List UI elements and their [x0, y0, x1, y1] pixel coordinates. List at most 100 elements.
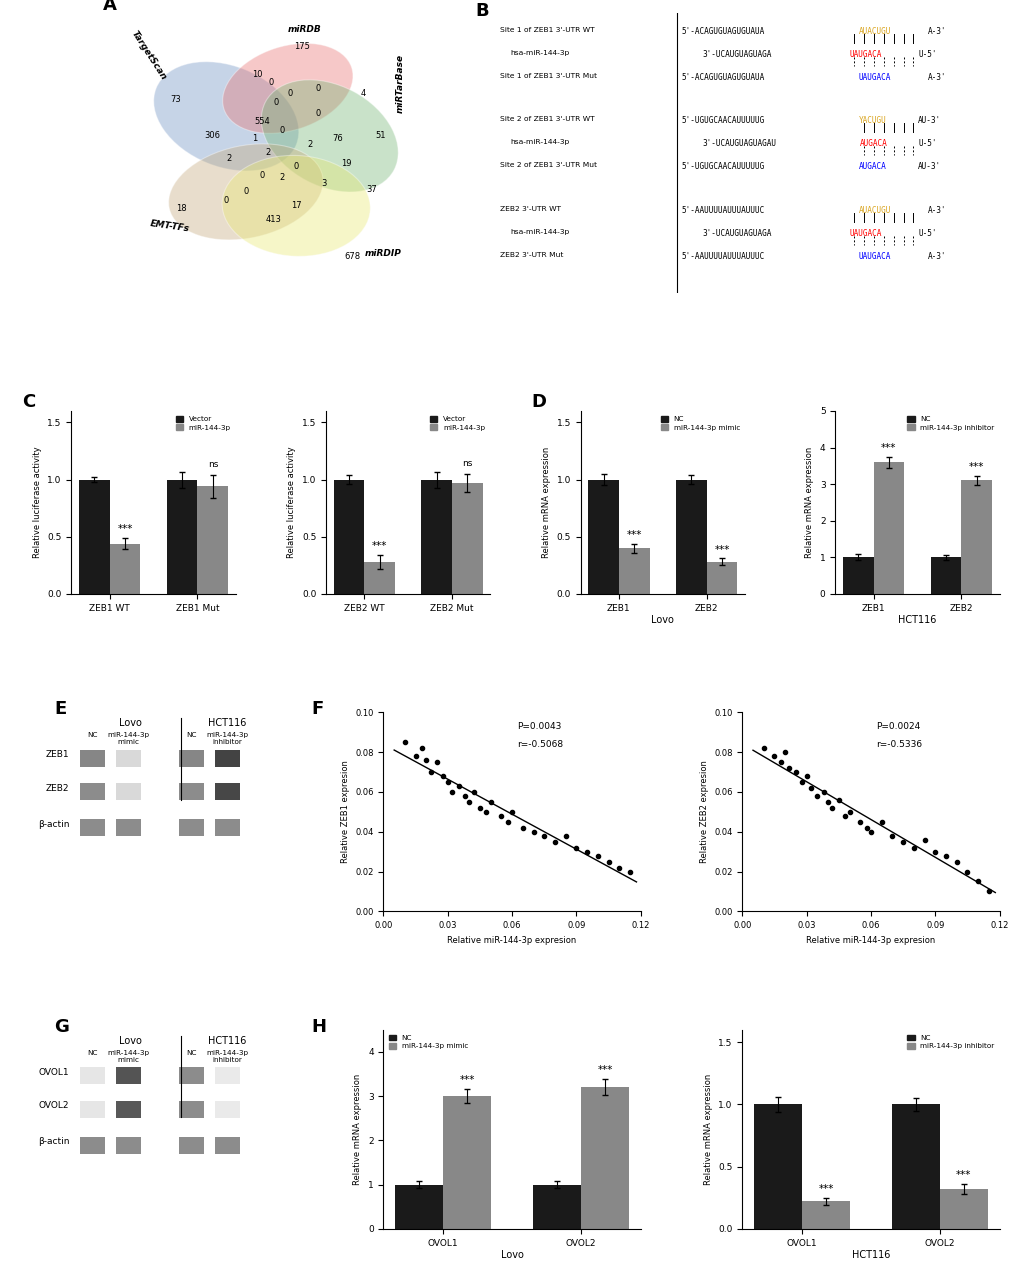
Bar	[214, 750, 239, 767]
Y-axis label: Relative mRNA expression: Relative mRNA expression	[541, 447, 550, 558]
Point	[515, 818, 531, 838]
Text: 306: 306	[204, 132, 220, 141]
Bar	[394, 1184, 443, 1229]
Point	[862, 822, 878, 842]
Y-axis label: Relative mRNA expression: Relative mRNA expression	[804, 447, 813, 558]
Text: hsa-miR-144-3p: hsa-miR-144-3p	[510, 229, 569, 234]
Point	[493, 805, 510, 826]
Point	[772, 751, 789, 772]
Bar	[79, 819, 105, 836]
Text: ns: ns	[462, 460, 472, 468]
Point	[450, 776, 467, 796]
Text: C: C	[22, 393, 36, 411]
Bar	[79, 1137, 105, 1153]
Bar	[938, 1189, 987, 1229]
Point	[936, 845, 953, 865]
Text: ZEB1: ZEB1	[46, 750, 69, 759]
Text: AUACUGU: AUACUGU	[858, 27, 891, 36]
Text: ***: ***	[597, 1065, 612, 1075]
Bar	[333, 480, 364, 594]
Point	[422, 762, 438, 782]
Text: A-3': A-3'	[927, 252, 946, 261]
Text: Site 1 of ZEB1 3'-UTR WT: Site 1 of ZEB1 3'-UTR WT	[499, 27, 594, 33]
Text: Site 2 of ZEB1 3'-UTR Mut: Site 2 of ZEB1 3'-UTR Mut	[499, 163, 596, 168]
Point	[883, 826, 900, 846]
Bar	[676, 480, 706, 594]
Point	[439, 772, 455, 792]
Text: G: G	[54, 1018, 69, 1036]
Text: ***: ***	[713, 545, 729, 554]
Text: 17: 17	[290, 201, 302, 210]
Text: P=0.0024: P=0.0024	[875, 722, 919, 731]
Text: F: F	[311, 700, 323, 718]
Text: ***: ***	[880, 443, 896, 453]
Bar	[79, 1068, 105, 1084]
Bar	[588, 480, 619, 594]
Text: 0: 0	[293, 163, 299, 172]
Text: 1: 1	[252, 134, 257, 143]
Text: AU-3': AU-3'	[917, 163, 941, 172]
Text: UAUGACA: UAUGACA	[858, 73, 891, 82]
Text: 2: 2	[279, 173, 284, 182]
Point	[841, 801, 857, 822]
Text: Lovo: Lovo	[119, 1036, 142, 1046]
Point	[536, 826, 552, 846]
Point	[798, 765, 814, 786]
Bar	[78, 480, 109, 594]
Text: ***: ***	[626, 530, 641, 540]
Point	[926, 841, 943, 861]
Point	[622, 861, 638, 882]
Point	[461, 791, 477, 812]
Legend: Vector, miR-144-3p: Vector, miR-144-3p	[174, 415, 232, 433]
Text: 0: 0	[223, 196, 228, 205]
Text: 554: 554	[255, 118, 270, 127]
Text: YACUGU: YACUGU	[858, 116, 886, 125]
Bar	[872, 462, 904, 594]
Text: 0: 0	[268, 78, 273, 87]
Text: P=0.0043: P=0.0043	[517, 722, 561, 731]
Text: ZEB2 3'-UTR Mut: ZEB2 3'-UTR Mut	[499, 252, 564, 257]
Point	[428, 751, 444, 772]
Text: ZEB2: ZEB2	[46, 783, 69, 792]
Bar	[214, 819, 239, 836]
Text: Site 1 of ZEB1 3'-UTR Mut: Site 1 of ZEB1 3'-UTR Mut	[499, 73, 596, 78]
Text: UAUGACA: UAUGACA	[849, 229, 881, 238]
Bar	[214, 1137, 239, 1153]
Text: 5'-AAUUUUAUUUAUUUC: 5'-AAUUUUAUUUAUUUC	[681, 206, 764, 215]
Bar	[532, 1184, 581, 1229]
X-axis label: Relative miR-144-3p expresion: Relative miR-144-3p expresion	[806, 936, 934, 945]
Bar	[115, 750, 141, 767]
Text: miRDIP: miRDIP	[364, 250, 401, 259]
Point	[765, 746, 782, 767]
Bar	[929, 557, 961, 594]
Point	[503, 801, 520, 822]
Text: hsa-miR-144-3p: hsa-miR-144-3p	[510, 140, 569, 145]
Text: TargetScan: TargetScan	[129, 29, 168, 82]
Point	[418, 750, 434, 771]
Point	[808, 786, 824, 806]
Text: miR-144-3p
inhibitor: miR-144-3p inhibitor	[206, 732, 248, 745]
Text: 0: 0	[316, 84, 321, 93]
Text: 175: 175	[293, 42, 310, 51]
Point	[894, 832, 910, 852]
Bar	[961, 480, 991, 594]
Text: A-3': A-3'	[927, 27, 946, 36]
Text: miR-144-3p
inhibitor: miR-144-3p inhibitor	[206, 1050, 248, 1062]
Text: 2: 2	[226, 154, 231, 163]
Text: U-5': U-5'	[917, 229, 936, 238]
Text: 2: 2	[308, 140, 313, 148]
Text: AUGACA: AUGACA	[859, 140, 887, 148]
Point	[465, 782, 481, 803]
Text: OVOL1: OVOL1	[39, 1068, 69, 1076]
Bar	[115, 1068, 141, 1084]
Point	[396, 732, 413, 753]
X-axis label: HCT116: HCT116	[851, 1251, 890, 1261]
Bar	[706, 562, 737, 594]
Text: 678: 678	[343, 252, 360, 261]
X-axis label: Lovo: Lovo	[651, 616, 674, 626]
Bar	[801, 1202, 850, 1229]
Text: miRDB: miRDB	[287, 26, 321, 35]
Text: 2: 2	[265, 148, 271, 157]
Point	[589, 845, 605, 865]
Text: β-actin: β-actin	[38, 1137, 69, 1146]
